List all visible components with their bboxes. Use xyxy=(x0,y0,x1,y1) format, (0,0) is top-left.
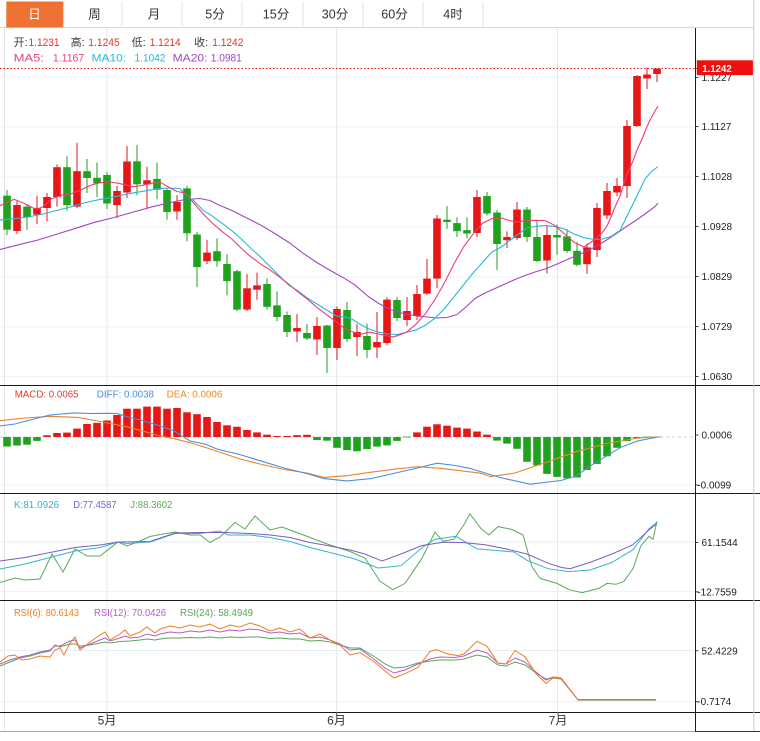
svg-text:日: 日 xyxy=(28,8,41,22)
svg-text:1.1028: 1.1028 xyxy=(702,172,733,183)
svg-text:5月: 5月 xyxy=(98,714,117,728)
svg-text:DEA: 0.0006: DEA: 0.0006 xyxy=(167,390,223,401)
svg-text:高:: 高: xyxy=(71,35,85,49)
svg-text:月: 月 xyxy=(148,8,161,22)
svg-text:1.1242: 1.1242 xyxy=(702,63,732,75)
svg-text:4时: 4时 xyxy=(443,8,463,22)
svg-text:1.1127: 1.1127 xyxy=(702,122,732,133)
svg-text:D:77.4587: D:77.4587 xyxy=(73,500,117,511)
svg-text:收:: 收: xyxy=(194,35,208,49)
svg-text:DIFF: 0.0038: DIFF: 0.0038 xyxy=(97,390,155,401)
svg-text:1.0981: 1.0981 xyxy=(211,52,242,64)
svg-text:K:81.0926: K:81.0926 xyxy=(14,500,60,511)
svg-text:MA10:: MA10: xyxy=(92,52,127,64)
svg-text:1.1167: 1.1167 xyxy=(53,52,84,64)
svg-text:1.1242: 1.1242 xyxy=(212,37,243,49)
svg-text:MA5:: MA5: xyxy=(14,52,44,64)
svg-text:1.0829: 1.0829 xyxy=(702,272,733,283)
svg-text:1.1042: 1.1042 xyxy=(135,52,166,64)
svg-text:52.4229: 52.4229 xyxy=(702,646,739,657)
svg-text:1.0729: 1.0729 xyxy=(702,322,733,333)
svg-text:30分: 30分 xyxy=(322,8,348,22)
svg-text:5分: 5分 xyxy=(205,8,224,22)
svg-text:0.0006: 0.0006 xyxy=(702,431,733,442)
svg-text:RSI(6): 80.6143: RSI(6): 80.6143 xyxy=(14,608,79,619)
svg-text:RSI(12): 70.0426: RSI(12): 70.0426 xyxy=(94,608,166,619)
svg-text:7月: 7月 xyxy=(549,714,568,728)
svg-text:1.1245: 1.1245 xyxy=(88,37,119,49)
svg-text:1.1214: 1.1214 xyxy=(150,37,181,49)
svg-text:1.0928: 1.0928 xyxy=(702,222,733,233)
svg-text:-0.0099: -0.0099 xyxy=(697,481,731,492)
svg-text:J:88.3602: J:88.3602 xyxy=(130,500,173,511)
svg-text:61.1544: 61.1544 xyxy=(702,538,739,549)
svg-text:低:: 低: xyxy=(132,36,146,49)
svg-text:开:: 开: xyxy=(14,37,28,49)
svg-text:1.1227: 1.1227 xyxy=(702,73,733,84)
svg-text:-12.7559: -12.7559 xyxy=(697,587,737,598)
svg-text:60分: 60分 xyxy=(381,8,407,22)
svg-text:-0.7174: -0.7174 xyxy=(697,697,731,708)
svg-text:1.0630: 1.0630 xyxy=(702,372,733,383)
svg-text:MACD: 0.0065: MACD: 0.0065 xyxy=(15,390,79,401)
svg-text:RSI(24): 58.4949: RSI(24): 58.4949 xyxy=(180,608,253,619)
svg-text:15分: 15分 xyxy=(263,8,289,22)
svg-text:6月: 6月 xyxy=(327,714,346,728)
svg-text:周: 周 xyxy=(88,8,101,22)
svg-text:MA20:: MA20: xyxy=(173,52,208,64)
svg-text:1.1231: 1.1231 xyxy=(29,37,60,49)
